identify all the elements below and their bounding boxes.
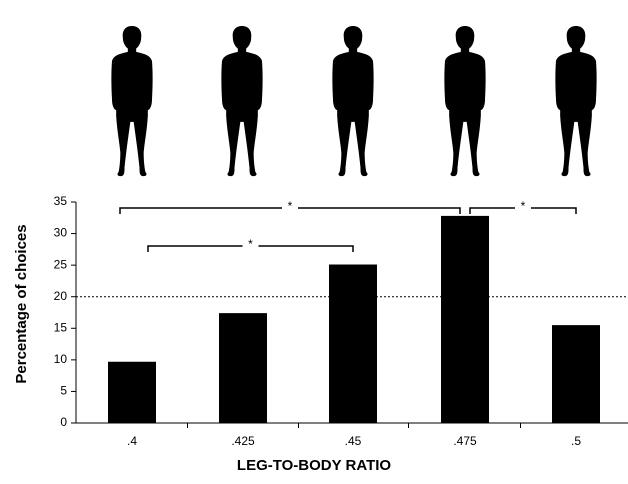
significance-bracket [147,245,354,252]
significance-label: * [288,199,293,213]
bar [552,325,600,423]
silhouette [444,26,486,177]
x-tick-label: .425 [231,434,255,448]
y-tick-label: 20 [54,289,68,303]
x-tick-label: .4 [127,434,137,448]
y-tick-label: 30 [54,226,68,240]
y-tick-label: 35 [54,194,68,208]
significance-bracket [119,207,461,214]
significance-bracket [469,207,577,214]
bar [219,313,267,423]
silhouettes [111,26,597,177]
significance-label: * [248,237,253,251]
silhouette [111,26,153,177]
bar [329,264,377,423]
significance-label: * [521,199,526,213]
y-tick-label: 15 [54,320,68,334]
x-tick-label: .5 [571,434,581,448]
y-tick-label: 5 [60,384,67,398]
bar [441,215,489,423]
silhouette [332,26,374,177]
x-axis-title: LEG-TO-BODY RATIO [237,457,392,474]
silhouette [555,26,597,177]
y-tick-label: 10 [54,352,68,366]
x-tick-label: .475 [453,434,477,448]
y-tick-label: 0 [60,415,67,429]
y-tick-label: 25 [54,257,68,271]
bar [108,361,156,423]
silhouette [221,26,263,177]
x-tick-label: .45 [345,434,362,448]
y-axis-title: Percentage of choices [13,224,30,383]
